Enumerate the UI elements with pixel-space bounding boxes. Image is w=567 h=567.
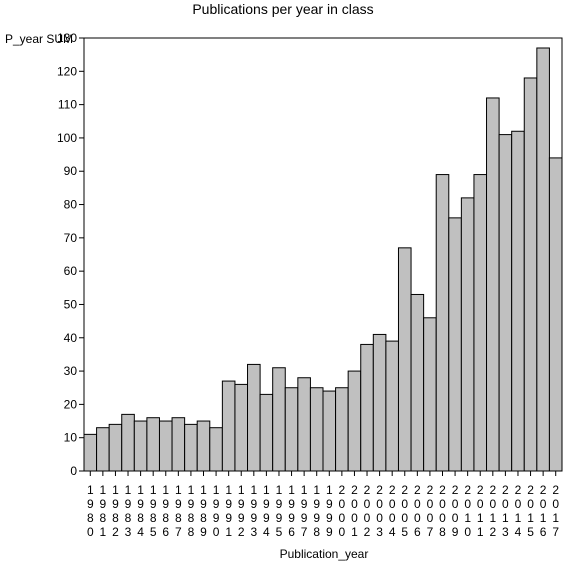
bar-1987: [171, 417, 186, 472]
x-axis-ticks: 1 9 8 0 1 9 8 1 1 9 8 2 1 9 8 3 1 9 8 4 1 9 8 5 1 9 8 6 1 9 8 7 1 9 8 8 1 9 8 9…: [87, 471, 559, 539]
bar-2006: [410, 293, 425, 472]
bar-2002: [360, 343, 374, 472]
y-tick-label: 90: [64, 164, 78, 178]
bar-1985: [146, 417, 160, 472]
bar-2004: [385, 340, 399, 472]
y-tick-label: 110: [58, 98, 77, 112]
x-axis-label: Publication_year: [280, 547, 369, 561]
bar-2005: [397, 247, 412, 472]
y-tick-label: 70: [64, 231, 78, 245]
bar-2017: [548, 157, 563, 472]
bar-2000: [335, 387, 349, 472]
bar-2009: [448, 217, 462, 472]
y-tick-label: 80: [64, 198, 78, 212]
y-tick-label: 10: [64, 431, 78, 445]
y-tick-label: 30: [64, 364, 78, 378]
bar-1997: [297, 377, 311, 472]
bar-2016: [536, 47, 550, 472]
chart-title: Publications per year in class: [192, 1, 373, 17]
y-tick-label: 60: [64, 264, 78, 278]
y-tick-label: 130: [57, 31, 77, 45]
bar-2008: [435, 174, 450, 472]
bar-1996: [284, 387, 299, 472]
bar-1991: [221, 380, 236, 472]
bar-1992: [234, 383, 249, 472]
bar-1983: [121, 413, 135, 472]
bar-1990: [209, 427, 223, 472]
bar-1995: [272, 367, 286, 472]
bar-1989: [196, 420, 211, 472]
bar-1986: [158, 420, 173, 472]
bar-2012: [486, 97, 500, 472]
y-tick-label: 120: [57, 64, 77, 78]
y-tick-label: 40: [64, 331, 78, 345]
y-axis-ticks: 0 10 20 30 40 50 60 70 80 90 100 110 120 130: [57, 31, 84, 478]
y-tick-label: 0: [70, 464, 77, 478]
y-tick-label: 50: [64, 297, 78, 311]
bar-1998: [309, 387, 324, 472]
y-axis-label: P_year SUM: [5, 32, 73, 46]
bar-1984: [133, 420, 148, 472]
plot-frame: [83, 37, 563, 472]
bar-2003: [372, 333, 387, 472]
bar-1994: [259, 393, 274, 472]
bar-1981: [96, 427, 110, 472]
y-tick-label: 100: [57, 131, 77, 145]
bar-1982: [108, 423, 123, 472]
bar-2014: [511, 130, 525, 472]
y-tick-label: 20: [64, 397, 78, 411]
bars: [83, 47, 563, 472]
bar-2015: [523, 77, 538, 472]
bar-1988: [184, 423, 198, 472]
bar-2013: [498, 134, 513, 472]
bar-1999: [322, 390, 337, 472]
bar-1980: [83, 433, 98, 472]
bar-2001: [347, 370, 362, 472]
bar-2007: [423, 317, 437, 472]
bar-2011: [473, 174, 488, 472]
bar-1993: [247, 363, 261, 472]
bar-2010: [460, 197, 475, 472]
